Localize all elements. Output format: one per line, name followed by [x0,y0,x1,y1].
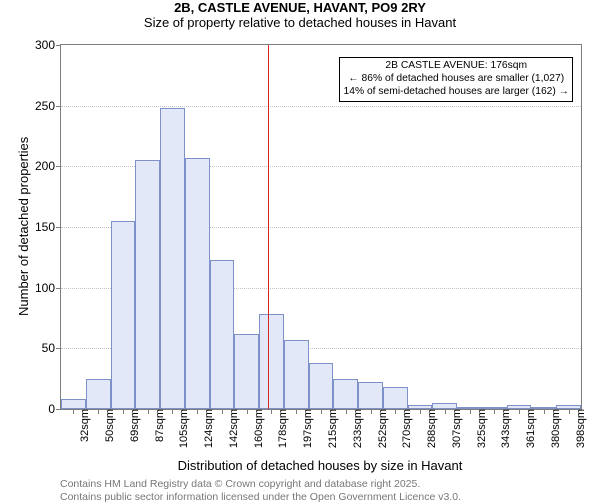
x-tick-mark [445,409,446,414]
x-tick-label: 380sqm [546,409,562,448]
x-tick-label: 270sqm [397,409,413,448]
y-tick-mark [56,288,61,289]
x-tick-mark [569,409,570,414]
x-tick-label: 105sqm [174,409,190,448]
y-tick-mark [56,348,61,349]
y-tick-mark [56,409,61,410]
x-tick-label: 50sqm [100,409,116,442]
annotation-line: 14% of semi-detached houses are larger (… [343,86,569,99]
annotation-line: 2B CASTLE AVENUE: 176sqm [343,60,569,73]
x-tick-label: 288sqm [422,409,438,448]
x-tick-label: 124sqm [199,409,215,448]
x-tick-mark [123,409,124,414]
x-tick-mark [420,409,421,414]
footer-line-2: Contains public sector information licen… [60,491,461,504]
histogram-bar [86,379,111,409]
annotation-box: 2B CASTLE AVENUE: 176sqm← 86% of detache… [339,57,573,102]
y-axis-title: Number of detached properties [16,136,31,315]
x-tick-mark [371,409,372,414]
grid-line [61,106,581,107]
histogram-bar [135,160,160,409]
x-tick-mark [222,409,223,414]
x-tick-label: 69sqm [125,409,141,442]
x-tick-mark [519,409,520,414]
x-tick-label: 32sqm [75,409,91,442]
x-tick-label: 325sqm [472,409,488,448]
annotation-line: ← 86% of detached houses are smaller (1,… [343,73,569,86]
chart-subtitle: Size of property relative to detached ho… [0,15,600,30]
x-tick-label: 142sqm [224,409,240,448]
y-tick-mark [56,106,61,107]
histogram-bar [309,363,334,409]
x-tick-label: 197sqm [298,409,314,448]
histogram-bar [210,260,235,409]
histogram-bar [185,158,210,409]
x-tick-label: 160sqm [249,409,265,448]
x-tick-label: 87sqm [150,409,166,442]
x-tick-mark [148,409,149,414]
chart-plot-area: 05010015020025030032sqm50sqm69sqm87sqm10… [60,44,582,410]
x-tick-mark [321,409,322,414]
y-tick-mark [56,227,61,228]
histogram-bar [61,399,86,409]
histogram-bar [234,334,259,409]
histogram-bar [358,382,383,409]
x-tick-mark [98,409,99,414]
histogram-bar [111,221,136,409]
x-tick-label: 307sqm [447,409,463,448]
x-tick-mark [544,409,545,414]
x-tick-label: 343sqm [496,409,512,448]
y-tick-mark [56,166,61,167]
x-tick-label: 215sqm [323,409,339,448]
histogram-bar [383,387,408,409]
x-tick-label: 252sqm [373,409,389,448]
marker-line [268,45,269,409]
histogram-bar [259,314,284,409]
x-tick-mark [470,409,471,414]
histogram-bar [160,108,185,409]
x-tick-mark [346,409,347,414]
y-tick-mark [56,45,61,46]
x-tick-label: 233sqm [348,409,364,448]
footer-line-1: Contains HM Land Registry data © Crown c… [60,478,461,491]
x-tick-label: 178sqm [273,409,289,448]
chart-title: 2B, CASTLE AVENUE, HAVANT, PO9 2RY [0,0,600,15]
histogram-bar [333,379,358,409]
x-axis-title: Distribution of detached houses by size … [60,458,580,473]
x-tick-label: 361sqm [521,409,537,448]
x-tick-label: 398sqm [571,409,587,448]
chart-footer: Contains HM Land Registry data © Crown c… [60,478,461,504]
histogram-bar [284,340,309,409]
x-tick-mark [247,409,248,414]
